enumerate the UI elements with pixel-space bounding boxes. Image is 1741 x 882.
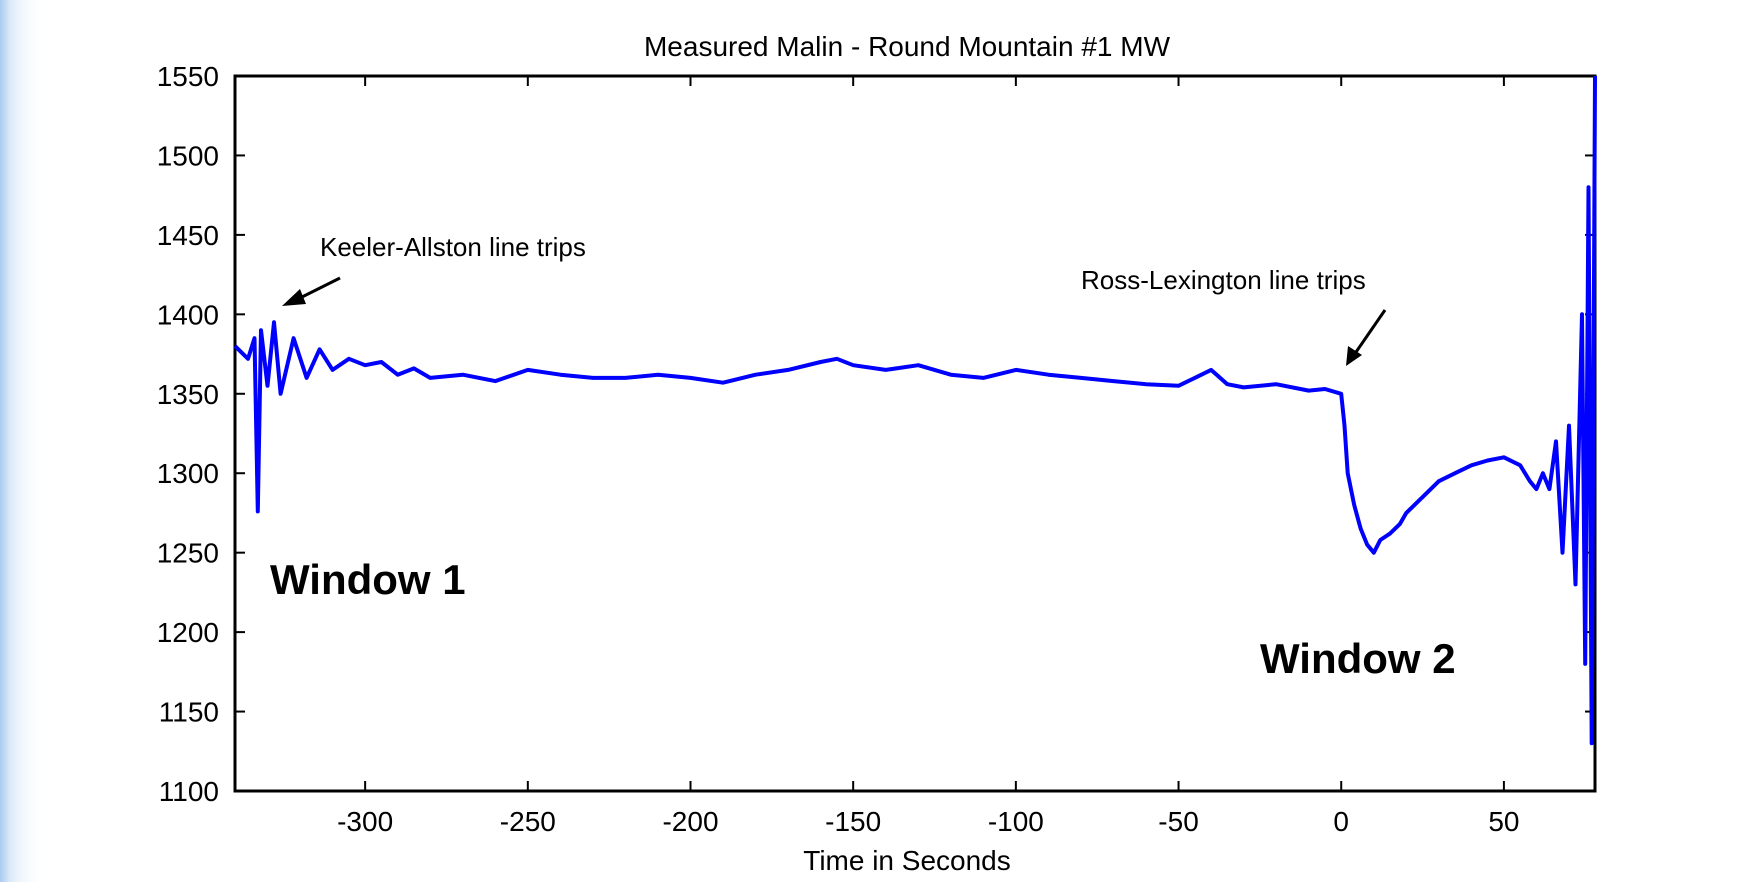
plot-area	[233, 74, 1597, 793]
y-tick-label: 1150	[159, 697, 219, 728]
y-tick-label: 1400	[157, 299, 219, 330]
y-tick-label: 1500	[157, 140, 219, 171]
arrow-ross-lexington	[1352, 309, 1387, 356]
annotation-ross-lexington: Ross-Lexington line trips	[1081, 265, 1366, 295]
y-tick-label: 1550	[157, 61, 219, 92]
y-tick-label: 1200	[157, 617, 219, 648]
annotations: Keeler-Allston line trips Ross-Lexington…	[270, 232, 1456, 682]
arrowhead-ross-lexington	[1346, 346, 1362, 366]
x-tick-label: -50	[1158, 806, 1198, 837]
x-tick-label: 0	[1333, 806, 1349, 837]
x-tick-label: -250	[500, 806, 556, 837]
x-axis: -300 -250 -200 -150 -100 -50 0 50	[337, 76, 1519, 837]
y-axis: 1100 1150 1200 1250 1300 1350 1400 1450 1500 1550	[157, 61, 1595, 807]
x-tick-label: -300	[337, 806, 393, 837]
x-tick-label: -150	[825, 806, 881, 837]
x-tick-label: -200	[662, 806, 718, 837]
series-layer	[233, 75, 1597, 746]
y-tick-label: 1250	[157, 538, 219, 569]
x-tick-label: -100	[988, 806, 1044, 837]
x-axis-label: Time in Seconds	[803, 845, 1011, 876]
arrowhead-keeler-allston	[282, 289, 306, 306]
y-tick-label: 1100	[159, 776, 219, 807]
series-line-0	[233, 75, 1597, 746]
x-tick-label: 50	[1488, 806, 1519, 837]
y-tick-label: 1450	[157, 220, 219, 251]
y-tick-label: 1300	[157, 458, 219, 489]
window-2-label: Window 2	[1260, 635, 1456, 682]
chart-title: Measured Malin - Round Mountain #1 MW	[644, 31, 1171, 62]
annotation-keeler-allston: Keeler-Allston line trips	[320, 232, 586, 262]
window-1-label: Window 1	[270, 556, 466, 603]
y-tick-label: 1350	[157, 379, 219, 410]
